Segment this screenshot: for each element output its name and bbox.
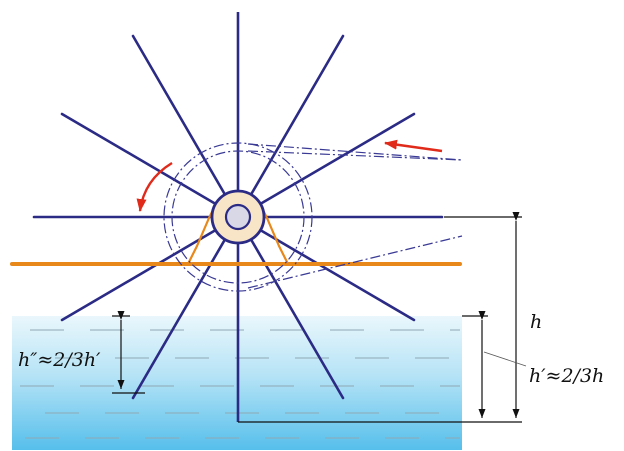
h-label: h	[530, 311, 542, 333]
curved-arrow-icon	[136, 161, 173, 212]
straight-arrow-icon	[384, 139, 443, 153]
wheel-hub	[210, 189, 266, 245]
h-prime-label: h′≈2/3h	[529, 365, 604, 387]
pitch-circles	[163, 142, 463, 292]
h-double-prime-label: h″≈2/3h′	[18, 349, 101, 371]
h-prime-leader-line	[483, 351, 527, 367]
